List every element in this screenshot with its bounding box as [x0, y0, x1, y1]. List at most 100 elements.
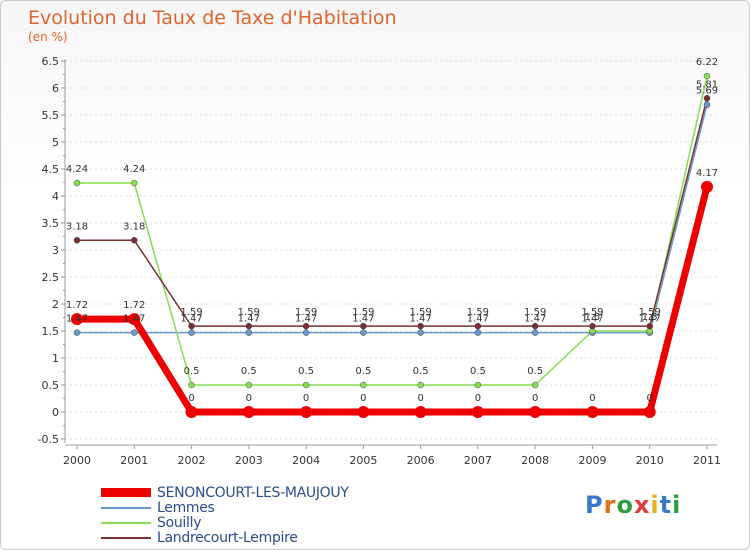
data-label: 1.59 [180, 307, 202, 318]
grid [65, 60, 717, 440]
data-label: 1.47 [581, 314, 603, 325]
data-label: 3.18 [66, 221, 88, 232]
data-point [531, 322, 539, 330]
data-label: 1.59 [352, 307, 374, 318]
legend-label: Lemmes [157, 499, 215, 516]
y-tick-label: -0.5 [38, 433, 59, 446]
data-point [300, 406, 313, 418]
data-point [357, 406, 370, 418]
data-point [302, 329, 310, 336]
chart-title: Evolution du Taux de Taxe d'Habitation [28, 7, 397, 29]
data-point [131, 237, 138, 244]
data-label: 0 [589, 393, 595, 404]
data-label: 0 [303, 393, 309, 404]
data-point [185, 406, 198, 418]
data-point [474, 329, 482, 336]
data-label: 1.72 [123, 300, 145, 311]
data-label: 1.5 [585, 312, 601, 323]
y-tick-label: 3 [52, 244, 59, 257]
data-labels: 1.72 1.72 0 0 0 0 0 0 0 0 0 4.17 1.47 1.47 1.47 1.47 1.4… [66, 57, 718, 404]
data-label: 4.17 [696, 168, 718, 179]
data-point [245, 329, 253, 336]
data-label: 1.59 [410, 307, 432, 318]
data-label: 1.47 [238, 314, 260, 325]
data-label: 1.59 [295, 307, 317, 318]
series-line-3 [76, 97, 708, 327]
series-line-0 [73, 183, 711, 416]
data-point [242, 406, 255, 418]
x-tick-label: 2004 [292, 454, 320, 467]
series-points [71, 72, 713, 418]
data-point [302, 322, 310, 330]
data-label: 1.59 [467, 307, 489, 318]
series-lines [73, 75, 711, 416]
x-tick-label: 2007 [464, 454, 492, 467]
data-label: 1.47 [66, 314, 88, 325]
data-point [245, 381, 253, 389]
data-point [360, 381, 367, 389]
data-label: 4.24 [123, 164, 145, 175]
data-point [417, 381, 424, 389]
legend-label: SENONCOURT-LES-MAUJOUY [157, 484, 349, 501]
data-point [417, 329, 424, 336]
data-point [703, 72, 711, 80]
data-point [245, 322, 253, 330]
chart-subtitle: (en %) [28, 30, 68, 44]
y-tick-label: 6.5 [42, 55, 60, 68]
data-point [360, 322, 367, 330]
axes: -0.5 0 0.5 1 1.5 2 2.5 3 3.5 4 4.5 5 5.5 6 6.5 2000 2001… [38, 55, 721, 467]
data-label: 1.47 [524, 314, 546, 325]
legend-label: Souilly [157, 514, 202, 531]
y-tick-label: 1.5 [42, 325, 60, 338]
y-tick-label: 1 [52, 352, 59, 365]
data-point [128, 313, 141, 326]
x-tick-label: 2008 [521, 454, 549, 467]
x-tick-label: 2006 [407, 454, 435, 467]
data-label: 0 [532, 393, 538, 404]
data-label: 5.69 [696, 86, 718, 97]
data-point [474, 381, 482, 389]
data-point [646, 322, 653, 330]
data-label: 1.47 [123, 314, 145, 325]
data-label: 6.22 [696, 57, 718, 68]
data-label: 0 [246, 393, 252, 404]
legend-item: Landrecourt-Lempire [101, 530, 349, 546]
data-label: 1.59 [639, 307, 661, 318]
data-label: 1.47 [410, 314, 432, 325]
data-label: 0.5 [470, 366, 486, 377]
x-tick-label: 2003 [235, 454, 263, 467]
data-label: 1.72 [66, 300, 88, 311]
x-tick-label: 2000 [63, 454, 91, 467]
y-tick-label: 5.5 [42, 109, 60, 122]
data-point [131, 329, 138, 336]
data-point [188, 329, 195, 336]
legend-item: Souilly [101, 514, 349, 531]
legend-swatch [101, 521, 151, 524]
y-tick-label: 4 [52, 190, 59, 203]
data-point [531, 381, 539, 389]
x-tick-label: 2009 [578, 454, 606, 467]
data-label: 0.5 [241, 366, 257, 377]
data-point [417, 322, 424, 330]
data-label: 0 [417, 393, 423, 404]
series-line-1 [76, 103, 708, 334]
data-label: 1.47 [295, 314, 317, 325]
data-point [188, 381, 195, 389]
data-label: 0 [647, 393, 653, 404]
y-tick-label: 2.5 [42, 271, 60, 284]
y-tick-label: 6 [52, 82, 59, 95]
data-point [701, 180, 713, 193]
data-point [531, 329, 539, 336]
data-point [474, 322, 482, 330]
y-tick-label: 5 [52, 136, 59, 149]
data-point [302, 381, 310, 389]
data-label: 0.5 [413, 366, 429, 377]
data-label: 0 [475, 393, 481, 404]
data-point [586, 406, 599, 418]
legend-swatch [101, 536, 151, 539]
data-point [589, 322, 596, 330]
y-tick-label: 3.5 [42, 217, 60, 230]
data-point [529, 406, 542, 418]
